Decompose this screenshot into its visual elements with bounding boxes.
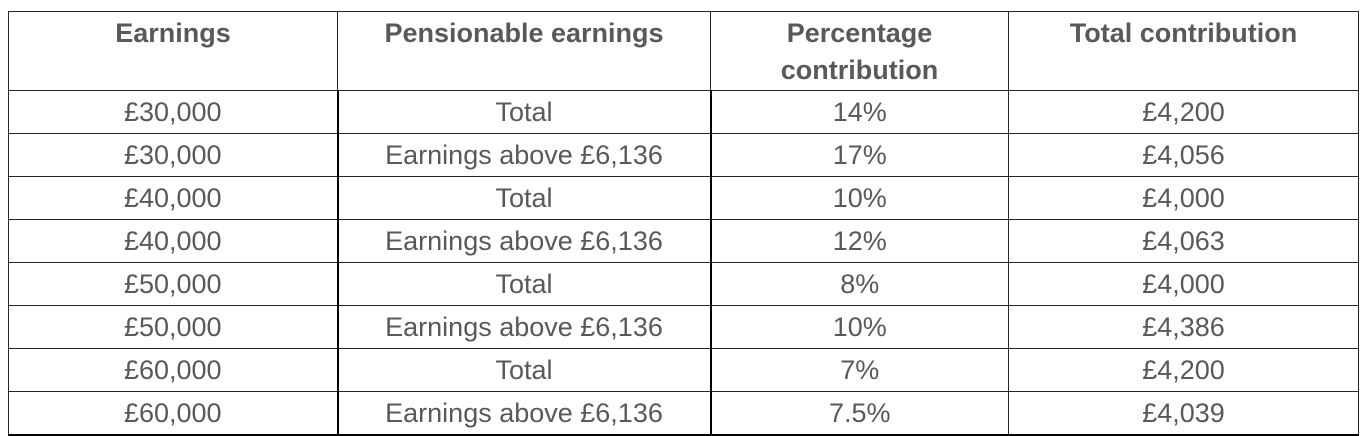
table-row: £60,000 Total 7% £4,200 [8,348,1359,392]
cell-pensionable-earnings: Total [336,176,711,220]
cell-percentage-contribution: 8% [709,262,1009,306]
cell-pensionable-earnings: Earnings above £6,136 [336,133,711,177]
cell-percentage-contribution: 17% [709,133,1009,177]
cell-pensionable-earnings: Earnings above £6,136 [336,305,711,349]
table-header-row: Earnings Pensionable earnings Percentage… [8,11,1359,91]
table-row: £30,000 Total 14% £4,200 [8,90,1359,134]
table-row: £30,000 Earnings above £6,136 17% £4,056 [8,133,1359,177]
cell-percentage-contribution: 10% [709,176,1009,220]
cell-total-contribution: £4,063 [1008,219,1359,263]
cell-percentage-contribution: 7% [709,348,1009,392]
cell-total-contribution: £4,386 [1008,305,1359,349]
cell-total-contribution: £4,200 [1008,90,1359,134]
table-row: £40,000 Earnings above £6,136 12% £4,063 [8,219,1359,263]
cell-total-contribution: £4,000 [1008,176,1359,220]
cell-percentage-contribution: 10% [709,305,1009,349]
header-percentage-contribution: Percentage contribution [710,11,1009,91]
cell-earnings: £50,000 [8,262,338,306]
cell-earnings: £30,000 [8,90,338,134]
cell-earnings: £30,000 [8,133,338,177]
cell-earnings: £60,000 [8,391,338,436]
cell-total-contribution: £4,039 [1008,391,1359,436]
cell-pensionable-earnings: Earnings above £6,136 [336,219,711,263]
cell-total-contribution: £4,000 [1008,262,1359,306]
cell-pensionable-earnings: Earnings above £6,136 [336,391,711,436]
cell-earnings: £40,000 [8,219,338,263]
pension-contribution-table-container: Earnings Pensionable earnings Percentage… [8,11,1359,436]
cell-total-contribution: £4,056 [1008,133,1359,177]
cell-percentage-contribution: 12% [709,219,1009,263]
table-row: £50,000 Total 8% £4,000 [8,262,1359,306]
cell-percentage-contribution: 7.5% [709,391,1009,436]
table-row: £60,000 Earnings above £6,136 7.5% £4,03… [8,391,1359,436]
cell-percentage-contribution: 14% [709,90,1009,134]
cell-pensionable-earnings: Total [336,90,711,134]
table-row: £40,000 Total 10% £4,000 [8,176,1359,220]
table-row: £50,000 Earnings above £6,136 10% £4,386 [8,305,1359,349]
cell-earnings: £60,000 [8,348,338,392]
cell-earnings: £40,000 [8,176,338,220]
cell-total-contribution: £4,200 [1008,348,1359,392]
pension-contribution-table: Earnings Pensionable earnings Percentage… [8,11,1359,436]
cell-earnings: £50,000 [8,305,338,349]
header-earnings: Earnings [8,11,338,91]
header-total-contribution: Total contribution [1008,11,1359,91]
header-pensionable-earnings: Pensionable earnings [337,11,711,91]
cell-pensionable-earnings: Total [336,262,711,306]
cell-pensionable-earnings: Total [336,348,711,392]
